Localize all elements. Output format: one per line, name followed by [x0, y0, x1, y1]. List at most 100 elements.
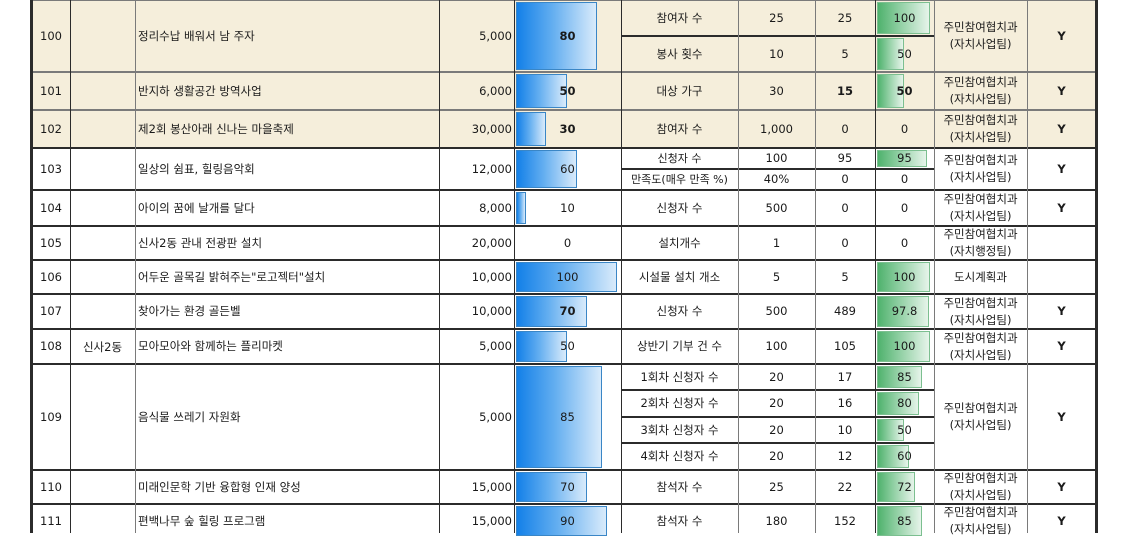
- actual-value: 0: [815, 110, 875, 148]
- target-value: 25: [738, 470, 815, 504]
- achievement-cell: 50: [875, 417, 934, 443]
- progress-rate-value: 70: [560, 479, 575, 494]
- budget-value: 6,000: [439, 72, 514, 110]
- target-value: 5: [738, 260, 815, 294]
- actual-value: 15: [815, 72, 875, 110]
- grid-line: [32, 259, 1096, 261]
- achievement-data-bar: [877, 74, 904, 108]
- grid-line: [31, 0, 33, 533]
- achievement-cell: 50: [875, 72, 934, 110]
- flag-value: Y: [1027, 72, 1096, 110]
- actual-value: 16: [815, 390, 875, 417]
- actual-value: 10: [815, 417, 875, 443]
- flag-value: Y: [1027, 148, 1096, 190]
- achievement-value: 0: [900, 235, 909, 250]
- target-value: 1,000: [738, 110, 815, 148]
- target-value: 100: [738, 148, 815, 169]
- achievement-cell: 95: [875, 148, 934, 169]
- actual-value: 5: [815, 36, 875, 72]
- project-name: 모아모아와 함께하는 플리마켓: [135, 329, 439, 364]
- target-value: 500: [738, 294, 815, 329]
- department-line: 주민참여협치과: [943, 505, 1018, 519]
- department-cell: 주민참여협치과 (자치사업팀): [934, 190, 1027, 226]
- department-line: 주민참여협치과: [943, 330, 1018, 345]
- grid-line: [32, 363, 1096, 365]
- progress-rate-cell: 50: [514, 329, 621, 364]
- grid-line: [815, 0, 816, 533]
- flag-value: Y: [1027, 329, 1096, 364]
- achievement-cell: 80: [875, 390, 934, 417]
- achievement-data-bar: [877, 445, 909, 468]
- progress-rate-cell: 80: [514, 0, 621, 72]
- budget-value: 15,000: [439, 470, 514, 504]
- department-line: (자치사업팀): [949, 92, 1012, 106]
- achievement-cell: 0: [875, 169, 934, 190]
- indicator-label: 시설물 설치 개소: [621, 260, 738, 294]
- project-name: 제2회 봉산아래 신나는 마을축제: [135, 110, 439, 148]
- budget-value: 30,000: [439, 110, 514, 148]
- budget-value: 5,000: [439, 364, 514, 470]
- achievement-cell: 0: [875, 226, 934, 260]
- district-cell: 신사2동: [70, 148, 135, 533]
- progress-rate-cell: 60: [514, 148, 621, 190]
- department-cell: 주민참여협치과 (자치사업팀): [934, 329, 1027, 364]
- row-number: 100: [32, 0, 70, 72]
- grid-line: [621, 35, 934, 37]
- progress-rate-value: 80: [559, 28, 576, 43]
- department-line: 주민참여협치과: [943, 471, 1018, 485]
- achievement-value: 100: [893, 269, 916, 284]
- project-name: 음식물 쓰레기 자원화: [135, 364, 439, 470]
- achievement-cell: 0: [875, 110, 934, 148]
- progress-rate-cell: 100: [514, 260, 621, 294]
- row-number: 105: [32, 226, 70, 260]
- row-number: 102: [32, 110, 70, 148]
- grid-line: [439, 0, 440, 533]
- project-name: 아이의 꿈에 날개를 달다: [135, 190, 439, 226]
- achievement-cell: 60: [875, 443, 934, 470]
- progress-rate-value: 90: [560, 513, 575, 528]
- achievement-cell: 72: [875, 470, 934, 504]
- flag-value: Y: [1027, 294, 1096, 329]
- grid-line: [621, 416, 934, 418]
- budget-value: 20,000: [439, 226, 514, 260]
- flag-value: Y: [1027, 110, 1096, 148]
- target-value: 10: [738, 36, 815, 72]
- achievement-cell: 85: [875, 364, 934, 390]
- achievement-data-bar: [877, 472, 916, 502]
- department-cell: 도시계획과: [934, 260, 1027, 294]
- indicator-label: 참여자 수: [621, 110, 738, 148]
- indicator-label: 1회차 신청자 수: [621, 364, 738, 390]
- target-value: 100: [738, 329, 815, 364]
- progress-rate-value: 10: [560, 200, 575, 215]
- target-value: 20: [738, 390, 815, 417]
- indicator-label: 4회차 신청자 수: [621, 443, 738, 470]
- progress-rate-cell: 0: [514, 226, 621, 260]
- actual-value: 0: [815, 190, 875, 226]
- department-line: (자치사업팀): [949, 488, 1012, 502]
- indicator-label: 신청자 수: [621, 190, 738, 226]
- achievement-data-bar: [877, 366, 923, 388]
- achievement-value: 85: [897, 513, 912, 528]
- target-value: 500: [738, 190, 815, 226]
- indicator-label: 대상 가구: [621, 72, 738, 110]
- achievement-value: 72: [897, 479, 912, 494]
- progress-data-bar: [516, 150, 577, 188]
- actual-value: 22: [815, 470, 875, 504]
- grid-line: [32, 328, 1096, 330]
- actual-value: 0: [815, 169, 875, 190]
- progress-rate-cell: 50: [514, 72, 621, 110]
- progress-data-bar: [516, 192, 527, 224]
- department-line: 주민참여협치과: [943, 401, 1018, 415]
- project-name: 찾아가는 환경 골든벨: [135, 294, 439, 329]
- actual-value: 95: [815, 148, 875, 169]
- progress-rate-cell: 85: [514, 364, 621, 470]
- department-line: 주민참여협치과: [943, 20, 1018, 34]
- target-value: 30: [738, 72, 815, 110]
- budget-value: 12,000: [439, 148, 514, 190]
- project-name: 신사2동 관내 전광판 설치: [135, 226, 439, 260]
- department-line: (자치사업팀): [949, 130, 1012, 144]
- progress-data-bar: [516, 262, 617, 292]
- budget-value: 10,000: [439, 260, 514, 294]
- flag-value: Y: [1027, 504, 1096, 538]
- progress-data-bar: [516, 112, 547, 146]
